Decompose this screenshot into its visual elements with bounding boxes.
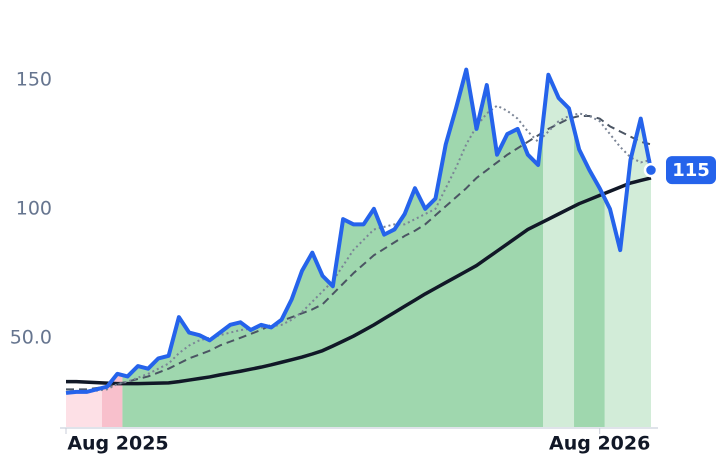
last-label-bg bbox=[666, 156, 716, 185]
x-tick-label: Aug 2025 bbox=[67, 433, 168, 455]
y-tick-label: 150 bbox=[16, 68, 52, 90]
zone-area bbox=[66, 388, 102, 428]
last-point bbox=[643, 162, 659, 178]
line-0 bbox=[65, 67, 653, 395]
line-3 bbox=[66, 176, 652, 386]
last-label: 115 bbox=[672, 160, 710, 181]
zone-area bbox=[122, 69, 544, 428]
line-2 bbox=[66, 115, 652, 391]
zone-area bbox=[604, 118, 651, 428]
y-tick-label: 100 bbox=[16, 197, 52, 219]
y-tick-label: 50.0 bbox=[10, 326, 52, 348]
zone-area bbox=[543, 74, 575, 428]
x-tick-label: Aug 2026 bbox=[549, 433, 650, 455]
